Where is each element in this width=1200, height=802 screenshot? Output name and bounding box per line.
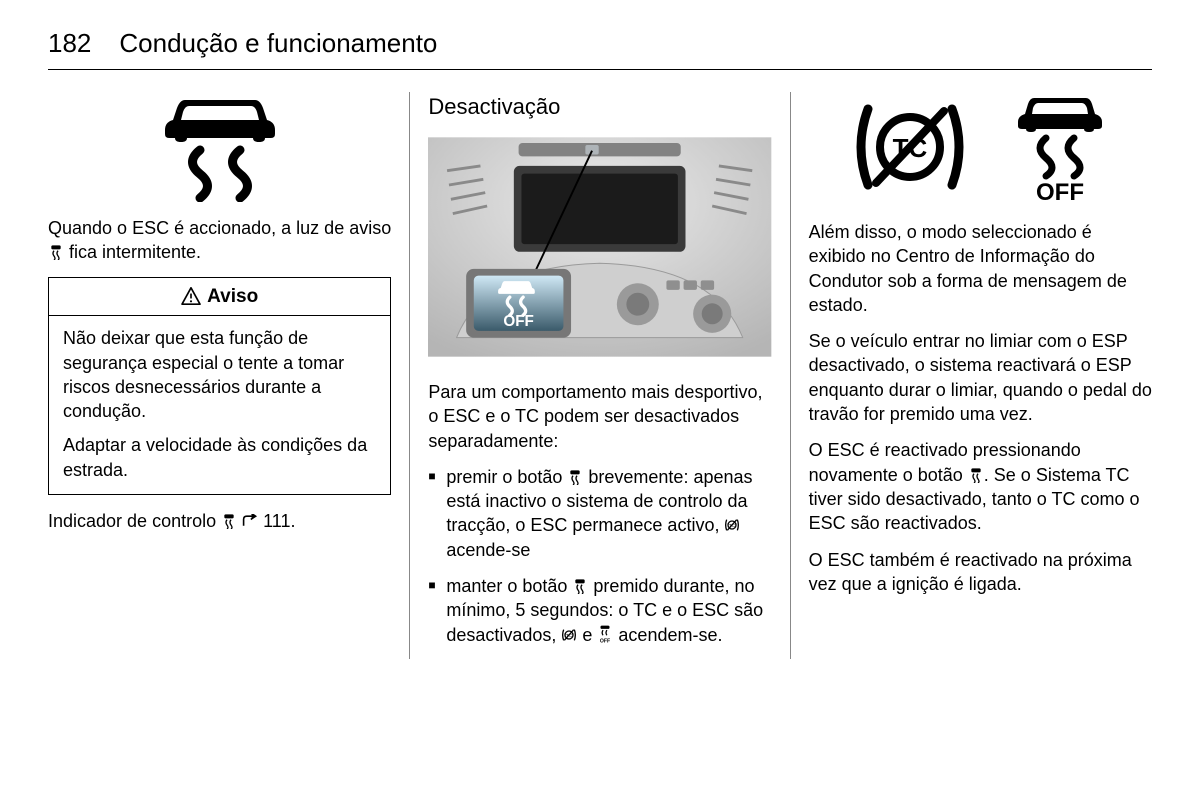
esc-inline-icon: [48, 244, 64, 260]
list-item: manter o botão premido durante, no mínim…: [428, 574, 771, 647]
esc-off-icon: OFF: [1010, 92, 1110, 202]
dashboard-image: OFF: [428, 132, 771, 362]
col3-p3: O ESC é reactivado pressionando novament…: [809, 438, 1152, 535]
warning-p2: Adaptar a velocidade às condições da est…: [63, 433, 376, 482]
xref-arrow-icon: [242, 514, 258, 528]
esc-inline-icon: [572, 578, 588, 594]
deactivation-list: premir o botão brevemente: apenas está i…: [428, 465, 771, 647]
warning-p1: Não deixar que esta função de segurança …: [63, 326, 376, 423]
column-3: TC OFF Além disso, o modo seleccionado é…: [790, 92, 1152, 659]
tc-off-icon: TC: [850, 97, 970, 197]
esc-inline-icon: [221, 513, 237, 529]
svg-text:OFF: OFF: [600, 638, 610, 643]
control-indicator-ref: Indicador de controlo 111.: [48, 509, 391, 533]
esc-off-inline-icon: OFF: [597, 625, 613, 643]
deactivation-heading: Desactivação: [428, 92, 771, 122]
col3-p4: O ESC também é reactivado na próxima vez…: [809, 548, 1152, 597]
svg-text:OFF: OFF: [504, 313, 534, 330]
column-1: Quando o ESC é accionado, a luz de aviso…: [48, 92, 409, 659]
esc-inline-icon: [968, 467, 984, 483]
warning-box: Aviso Não deixar que esta função de segu…: [48, 277, 391, 495]
page-title: Condução e funcionamento: [119, 28, 437, 59]
warning-body: Não deixar que esta função de segurança …: [49, 316, 390, 494]
column-2: Desactivação: [409, 92, 789, 659]
esc-skid-icon: [48, 92, 391, 202]
indicator-icons: TC OFF: [809, 92, 1152, 202]
page-number: 182: [48, 28, 91, 59]
warning-title: Aviso: [49, 278, 390, 317]
esc-inline-icon: [567, 469, 583, 485]
svg-text:OFF: OFF: [1036, 179, 1084, 202]
col3-p2: Se o veículo entrar no limiar com o ESP …: [809, 329, 1152, 426]
list-item: premir o botão brevemente: apenas está i…: [428, 465, 771, 562]
warning-triangle-icon: [181, 287, 201, 305]
deactivation-intro: Para um comportamento mais desportivo, o…: [428, 380, 771, 453]
content-columns: Quando o ESC é accionado, a luz de aviso…: [48, 92, 1152, 659]
tc-off-inline-icon: TC: [724, 517, 740, 533]
tc-off-inline-icon: TC: [561, 627, 577, 643]
col3-p1: Além disso, o modo seleccionado é exibid…: [809, 220, 1152, 317]
page-header: 182 Condução e funcionamento: [48, 28, 1152, 70]
esc-active-text: Quando o ESC é accionado, a luz de aviso…: [48, 216, 391, 265]
